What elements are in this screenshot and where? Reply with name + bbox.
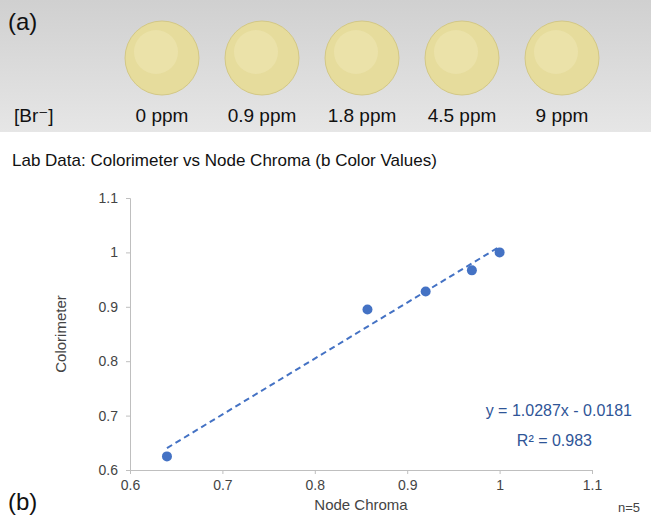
sample-disk [125,21,199,95]
x-tick-mark [222,470,223,474]
y-tick-label: 0.9 [99,299,119,315]
y-axis: 0.6 0.7 0.8 0.9 1 1.1 [99,190,131,478]
y-tick-mark [126,361,130,362]
sample-disk [225,21,299,95]
x-axis: 0.6 0.7 0.8 0.9 1 1.1 [121,470,603,493]
annotation: n=5 [618,500,640,515]
y-tick-label: 1 [110,244,118,260]
y-tick: 1 [110,244,130,260]
sample-disk-shade [134,30,178,74]
sample-disk [325,21,399,95]
x-tick-label: 1.1 [583,477,603,493]
panel-a: (a) 0 ppm 0.9 ppm 1.8 ppm 4.5 ppm 9 ppm [Br⁻] [0,0,651,132]
y-tick-label: 0.6 [99,462,119,478]
data-point [495,247,505,257]
marks [162,247,505,462]
x-tick-mark [315,470,316,474]
x-tick: 0.9 [398,470,418,493]
data-point [162,451,172,461]
x-axis-title: Node Chroma [314,496,408,513]
sample-label: 0 ppm [136,105,189,126]
x-tick-label: 0.7 [213,477,233,493]
x-tick: 0.8 [306,470,326,493]
y-tick: 0.8 [99,353,130,369]
x-tick-label: 0.8 [306,477,326,493]
y-tick-mark [126,307,130,308]
sample-disk [425,21,499,95]
y-axis-title: Colorimeter [52,295,69,373]
data-point [362,305,372,315]
sample-label: 4.5 ppm [428,105,497,126]
y-tick: 0.6 [99,462,130,478]
label-prefix: [Br⁻] [14,105,54,126]
panel-b: Lab Data: Colorimeter vs Node Chroma (b … [8,151,640,515]
data-point [467,265,477,275]
x-tick-mark [407,470,408,474]
x-tick-label: 0.9 [398,477,418,493]
sample-label: 0.9 ppm [228,105,297,126]
x-tick: 0.7 [213,470,233,493]
x-tick-mark [500,470,501,474]
sample-disk-shade [334,30,378,74]
x-tick-label: 0.6 [121,477,141,493]
panel-letter: (b) [8,488,37,515]
sample-disk [525,21,599,95]
sample-disk-shade [234,30,278,74]
x-tick: 1.1 [583,470,603,493]
panel-letter: (a) [8,8,37,35]
chart-title: Lab Data: Colorimeter vs Node Chroma (b … [12,151,437,170]
x-tick: 0.6 [121,470,141,493]
trendline-equation: y = 1.0287x - 0.0181 [486,402,632,419]
y-axis-line [126,199,131,471]
y-tick-mark [126,252,130,253]
x-tick: 1 [496,470,504,493]
data-point [421,287,431,297]
figure: (a) 0 ppm 0.9 ppm 1.8 ppm 4.5 ppm 9 ppm [Br⁻] L… [0,0,651,520]
y-tick: 0.7 [99,408,130,424]
sample-disk-shade [534,30,578,74]
sample-disk-shade [434,30,478,74]
sample-label: 9 ppm [536,105,589,126]
y-tick: 0.9 [99,299,130,315]
trendline-r2: R² = 0.983 [517,432,592,449]
y-tick-mark [126,416,130,417]
x-tick-label: 1 [496,477,504,493]
trendline [167,247,500,448]
y-tick-mark [126,198,130,199]
y-tick-mark [126,470,130,471]
photo-background [0,0,651,132]
y-tick-label: 1.1 [99,190,119,206]
y-tick-label: 0.8 [99,353,119,369]
x-tick-mark [592,470,593,474]
y-tick: 1.1 [99,190,130,206]
sample-label: 1.8 ppm [328,105,397,126]
x-axis-line [131,471,593,475]
y-tick-label: 0.7 [99,408,119,424]
